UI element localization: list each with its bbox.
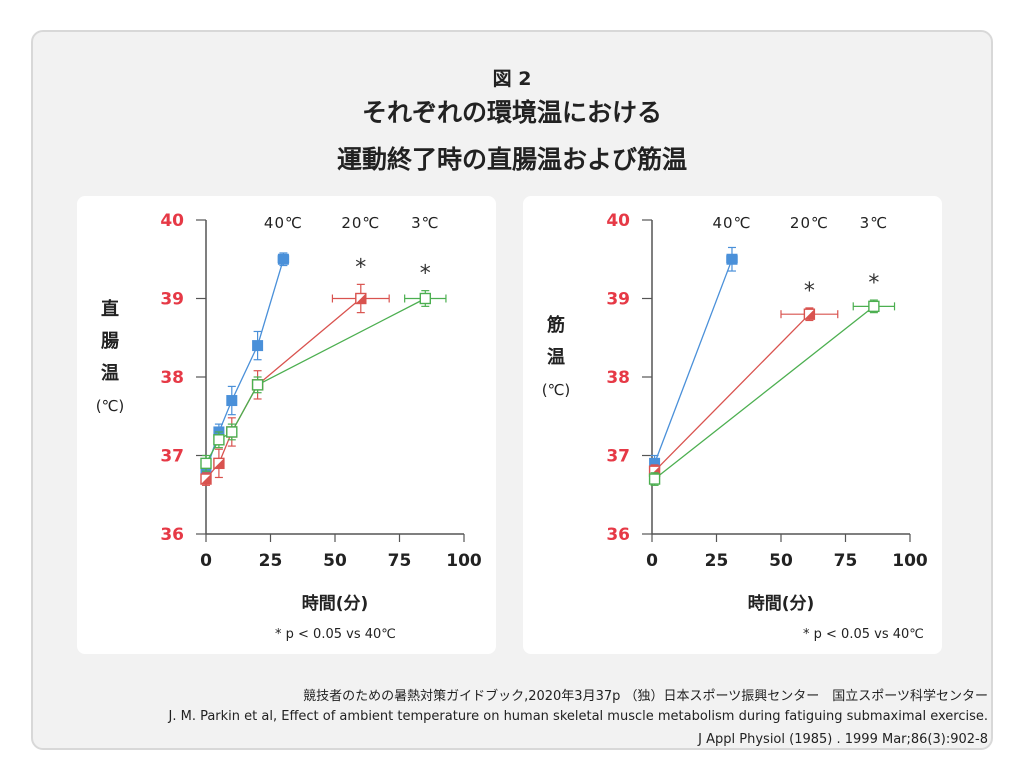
figure-title-line2: 運動終了時の直腸温および筋温 [336,145,687,174]
rectal-temp-chart-panel: 36 37 38 39 40 0 25 50 75 100 時間(分) 直腸温 (℃) 40℃ * 20℃ * 3… [77,196,496,654]
x-tick-label: 50 [323,551,347,571]
y-axis-title-char: 腸 [101,331,119,352]
x-axis-title: 時間(分) [748,593,815,614]
y-tick-label: 36 [160,525,184,545]
series-line [205,298,362,480]
data-point [419,292,431,305]
x-tick-label: 75 [388,551,412,571]
y-tick-label: 36 [606,525,630,545]
series-legend-label: 3℃ [860,214,888,232]
data-point-half-fill [355,293,366,304]
series-legend-label: 3℃ [411,214,439,232]
x-tick-label: 0 [200,551,212,571]
data-point-half-fill [201,474,211,485]
series-legend-label: 20℃ [341,214,380,232]
data-point [868,300,880,313]
y-tick-label: 39 [606,290,630,310]
series-legend-label: 20℃ [790,214,829,232]
x-tick-label: 25 [259,551,283,571]
data-point [226,426,238,438]
significance-note-right: * p < 0.05 vs 40℃ [803,627,924,642]
series-legend-label: 40℃ [264,214,303,232]
data-point [226,395,238,407]
y-axis-title-char: (℃) [542,381,571,399]
significance-marker: * [868,271,879,296]
x-tick-label: 100 [892,551,928,571]
series-line [653,259,733,464]
data-point [252,340,264,352]
significance-marker: * [355,255,366,280]
x-tick-label: 0 [646,551,658,571]
data-point [648,473,661,485]
y-tick-label: 40 [160,211,184,231]
muscle-temp-chart: 36 37 38 39 40 0 25 50 75 100 時間(分) 筋温 (℃) 40℃ * 20℃ * 3℃ [542,211,928,614]
data-point [200,457,212,470]
data-point-half-fill [804,309,815,320]
y-tick-label: 38 [160,368,184,388]
data-point-half-fill [213,458,224,469]
source-line-3: J Appl Physiol (1985) . 1999 Mar;86(3):9… [698,732,988,747]
series-line [654,305,875,480]
source-line-2: J. M. Parkin et al, Effect of ambient te… [168,709,989,724]
significance-note-left: * p < 0.05 vs 40℃ [275,627,396,642]
source-line-1: 競技者のための暑熱対策ガイドブック,2020年3月37p （独）日本スポーツ振興… [303,689,988,704]
muscle-temp-chart-panel: 36 37 38 39 40 0 25 50 75 100 時間(分) 筋温 (℃) 40℃ * 20℃ * 3℃ [523,196,942,654]
y-axis-title-char: 温 [101,363,119,384]
series-legend-label: 40℃ [713,214,752,232]
x-tick-label: 25 [705,551,729,571]
series-line [205,297,426,464]
x-tick-label: 75 [834,551,858,571]
figure-title-line1: それぞれの環境温における [361,98,662,127]
significance-marker: * [804,279,815,304]
y-tick-label: 37 [160,447,184,467]
x-tick-label: 50 [769,551,793,571]
figure-label: 図 2 [492,68,532,90]
significance-marker: * [420,262,431,287]
y-axis-title-char: 直 [101,298,119,320]
y-tick-label: 38 [606,368,630,388]
data-point [726,253,738,265]
series-line [654,313,810,472]
x-axis-title: 時間(分) [302,593,369,614]
y-tick-label: 39 [160,290,184,310]
y-axis-title-char: 筋 [547,314,565,336]
y-tick-label: 37 [606,447,630,467]
data-point [251,379,264,391]
rectal-temp-chart: 36 37 38 39 40 0 25 50 75 100 時間(分) 直腸温 (℃) 40℃ * 20℃ * 3… [96,211,482,614]
x-tick-label: 100 [446,551,482,571]
data-point [277,253,289,265]
y-tick-label: 40 [606,211,630,231]
y-axis-title-char: (℃) [96,397,125,415]
data-point [213,434,225,446]
y-axis-title-char: 温 [547,347,565,368]
